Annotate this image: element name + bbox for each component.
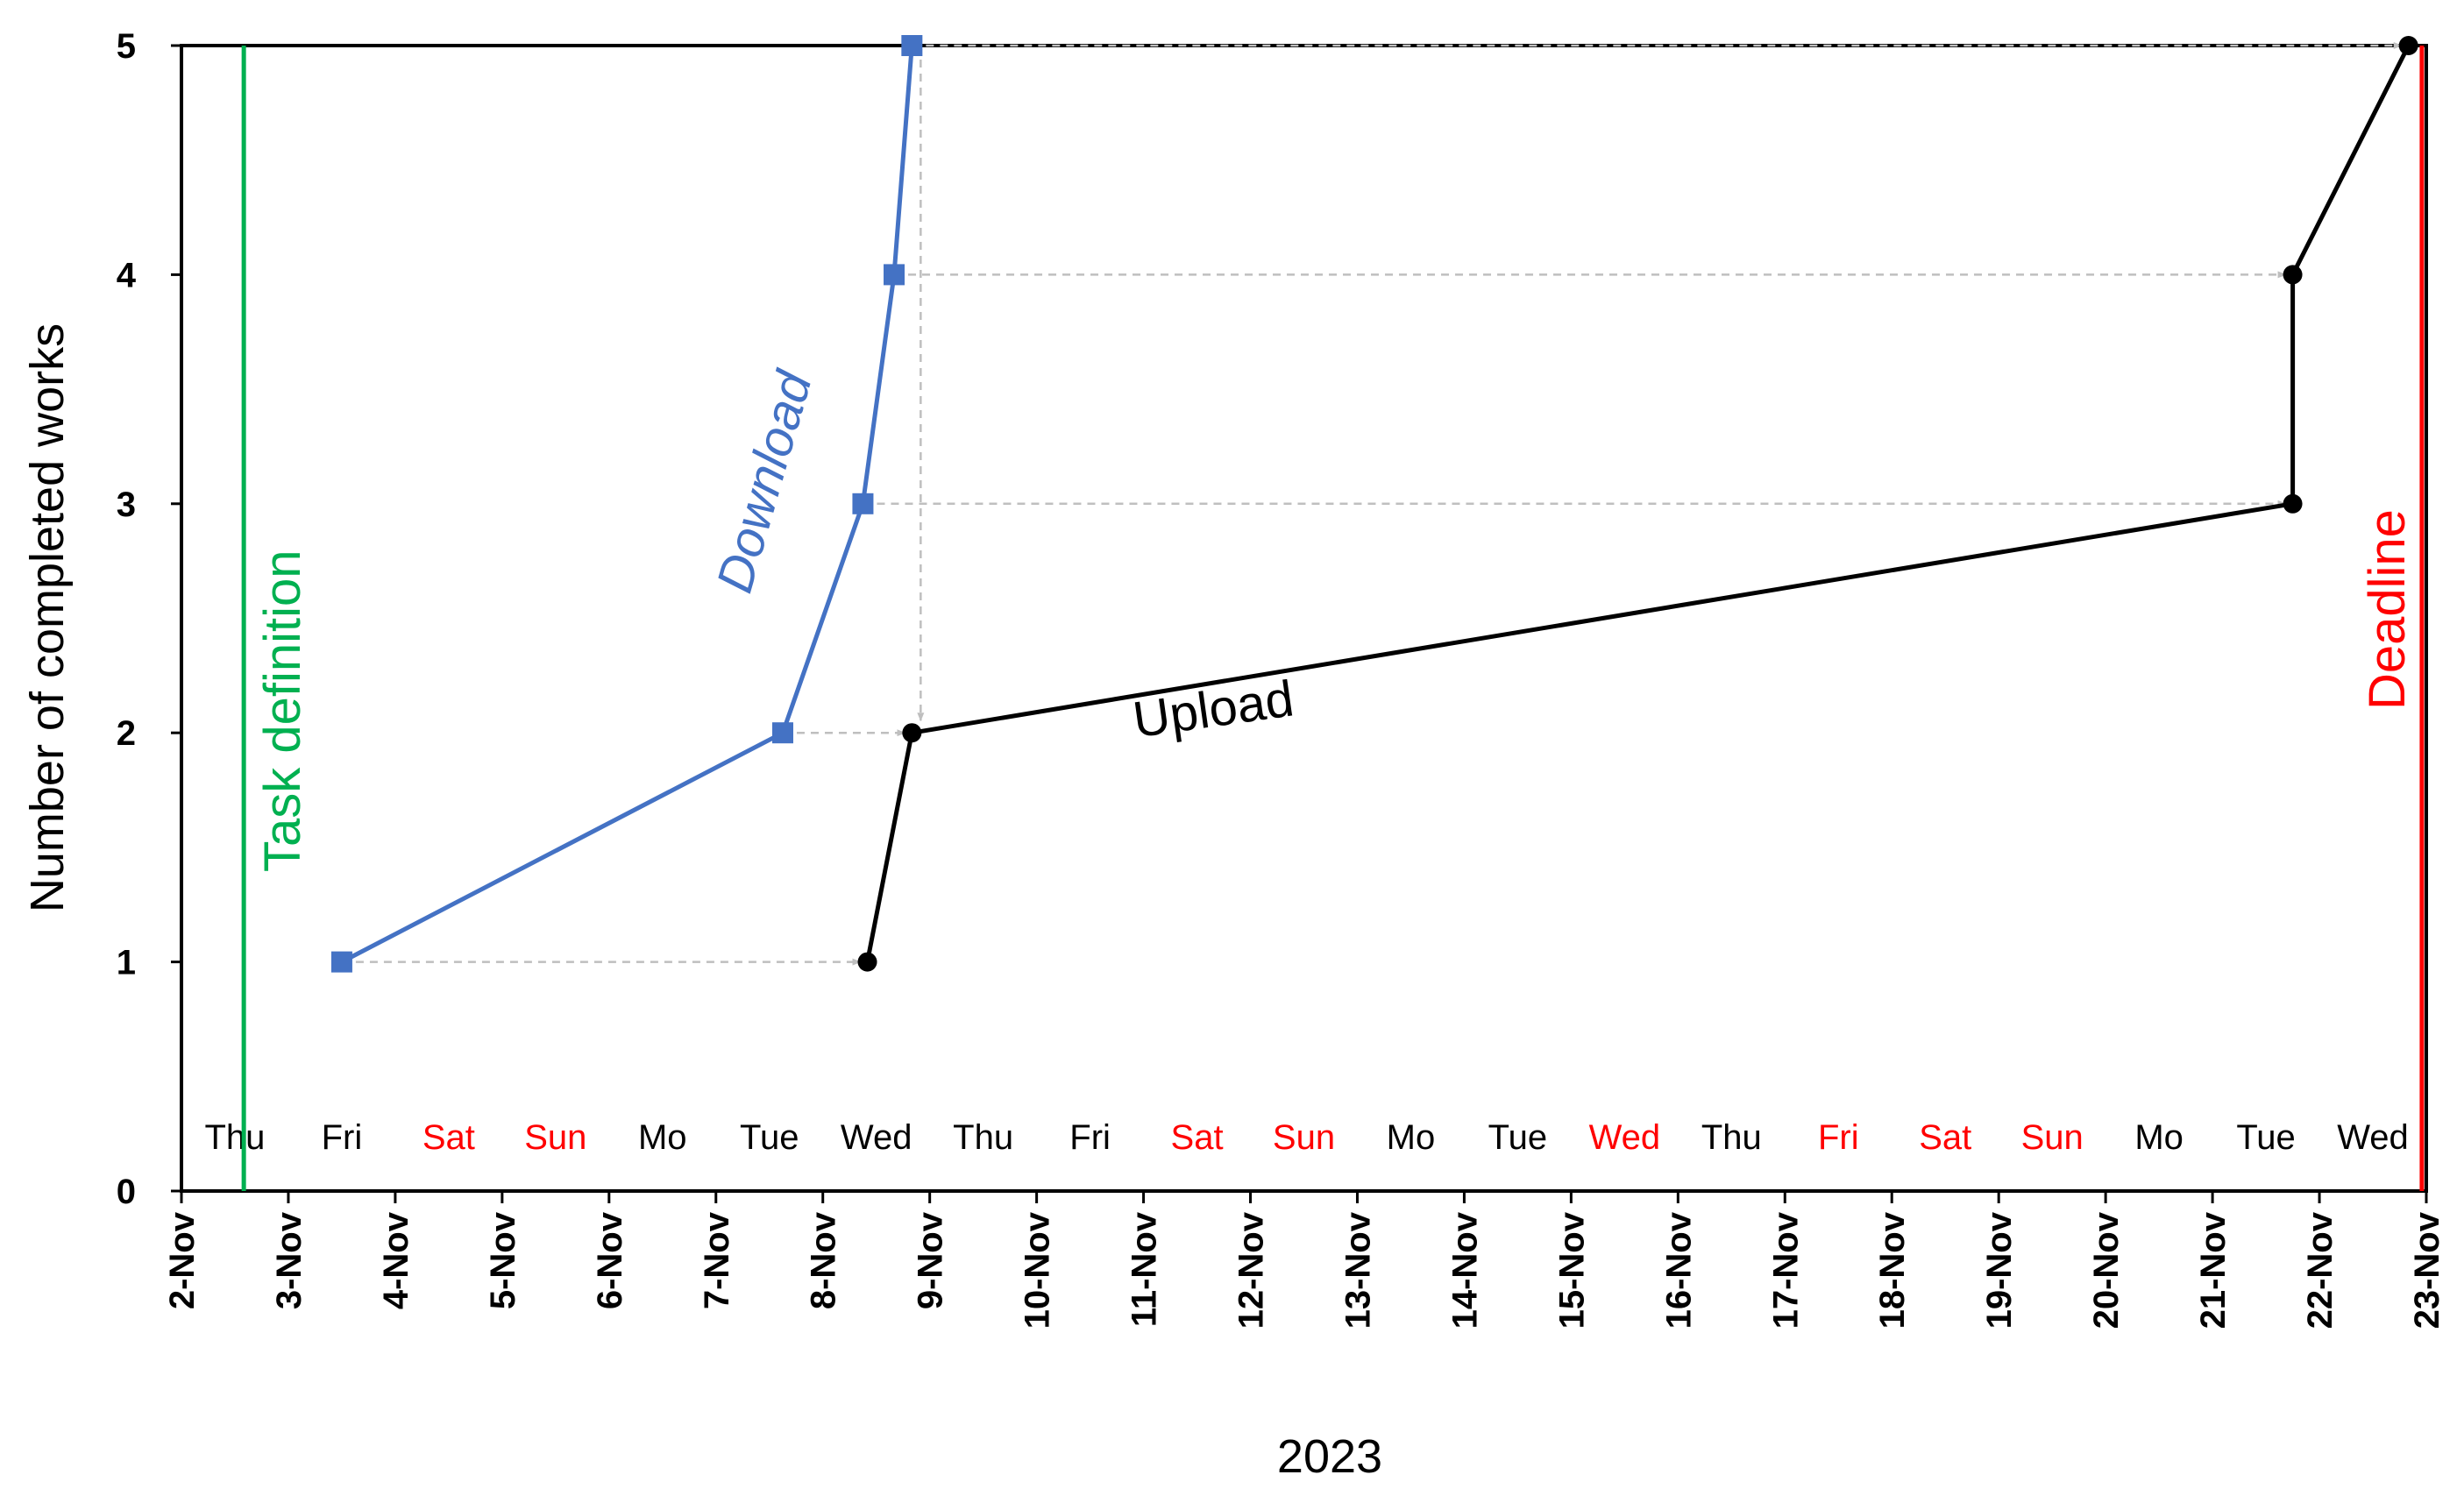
- weekday-label: Tue: [2236, 1118, 2295, 1157]
- download-line: [340, 45, 914, 964]
- weekday-label: Thu: [205, 1118, 266, 1157]
- x-tick-label: 15-Nov: [1552, 1211, 1591, 1329]
- plot-area: [180, 44, 2428, 1193]
- x-tick-label: 16-Nov: [1659, 1211, 1698, 1329]
- upload-point: [2398, 36, 2418, 55]
- weekday-label: Sat: [1171, 1118, 1224, 1157]
- weekday-label: Mo: [638, 1118, 687, 1157]
- x-tick-label: 8-Nov: [805, 1211, 843, 1309]
- weekday-label: Sat: [1919, 1118, 1971, 1157]
- x-tick-label: 21-Nov: [2194, 1211, 2233, 1329]
- weekday-label: Fri: [1069, 1118, 1111, 1157]
- x-tick-label: 12-Nov: [1232, 1211, 1271, 1329]
- download-point: [852, 493, 874, 514]
- upload-series-label: Upload: [1130, 670, 1297, 748]
- x-tick-label: 3-Nov: [270, 1211, 309, 1309]
- series-layer: Download Upload: [330, 35, 2418, 973]
- weekday-label: Thu: [1701, 1118, 1762, 1157]
- deadline-label: Deadline: [2359, 509, 2416, 710]
- x-tick-label: 6-Nov: [591, 1211, 629, 1309]
- y-tick-label: 5: [117, 27, 136, 66]
- weekday-label: Fri: [1818, 1118, 1859, 1157]
- x-tick-label: 23-Nov: [2408, 1211, 2446, 1329]
- download-point: [901, 35, 923, 56]
- x-tick-label: 20-Nov: [2087, 1211, 2126, 1329]
- download-point: [771, 722, 793, 744]
- x-tick-label: 2-Nov: [163, 1211, 202, 1309]
- x-tick-label: 11-Nov: [1125, 1211, 1164, 1327]
- weekday-label: Sun: [2021, 1118, 2084, 1157]
- weekday-label: Sun: [1273, 1118, 1335, 1157]
- weekday-label: Wed: [2337, 1118, 2409, 1157]
- weekday-label: Sat: [423, 1118, 475, 1157]
- y-tick-label: 3: [117, 486, 136, 524]
- download-series-label: Download: [706, 365, 823, 599]
- transfer-arrows: [341, 42, 2403, 966]
- x-tick-label: 19-Nov: [1980, 1211, 2019, 1329]
- y-tick-label: 0: [117, 1173, 136, 1211]
- x-tick-label: 9-Nov: [912, 1211, 950, 1309]
- task-definition-label: Task definition: [254, 549, 311, 872]
- y-axis: 0 1 2 3 4 5: [117, 27, 181, 1211]
- x-tick-label: 17-Nov: [1766, 1211, 1805, 1329]
- upload-point: [2283, 493, 2303, 514]
- download-point: [884, 264, 905, 286]
- weekday-label: Mo: [2134, 1118, 2184, 1157]
- x-tick-label: 5-Nov: [484, 1211, 522, 1309]
- weekday-label: Fri: [322, 1118, 363, 1157]
- weekday-label: Sun: [524, 1118, 586, 1157]
- upload-point: [902, 723, 922, 743]
- x-tick-label: 13-Nov: [1339, 1211, 1377, 1329]
- weekday-label: Thu: [953, 1118, 1013, 1157]
- weekday-label: Tue: [740, 1118, 799, 1157]
- upload-point: [2283, 265, 2303, 285]
- weekday-label: Tue: [1488, 1118, 1547, 1157]
- x-tick-label: 4-Nov: [377, 1211, 415, 1309]
- y-tick-label: 2: [117, 714, 136, 753]
- weekday-label: Wed: [1589, 1118, 1661, 1157]
- upload-point: [857, 952, 877, 972]
- x-axis: 2-Nov 3-Nov 4-Nov 5-Nov 6-Nov 7-Nov 8-Nov 9-Nov…: [163, 1191, 2446, 1329]
- weekday-labels: Thu Fri Sat Sun Mo Tue Wed Thu Fri Sat Sun Mo Tue Wed…: [205, 1118, 2409, 1157]
- x-tick-label: 14-Nov: [1445, 1211, 1484, 1329]
- x-tick-label: 7-Nov: [698, 1211, 736, 1309]
- y-axis-label: Number of completed works: [21, 323, 74, 912]
- y-tick-label: 4: [117, 256, 137, 294]
- y-tick-label: 1: [117, 944, 136, 982]
- weekday-label: Wed: [841, 1118, 912, 1157]
- x-tick-label: 22-Nov: [2301, 1211, 2340, 1329]
- weekday-label: Mo: [1387, 1118, 1436, 1157]
- download-point: [330, 951, 352, 973]
- x-tick-label: 10-Nov: [1019, 1211, 1057, 1329]
- event-lines: Task definition Deadline: [241, 46, 2425, 1191]
- x-tick-label: 18-Nov: [1873, 1211, 1912, 1329]
- x-axis-label: 2023: [1277, 1430, 1382, 1483]
